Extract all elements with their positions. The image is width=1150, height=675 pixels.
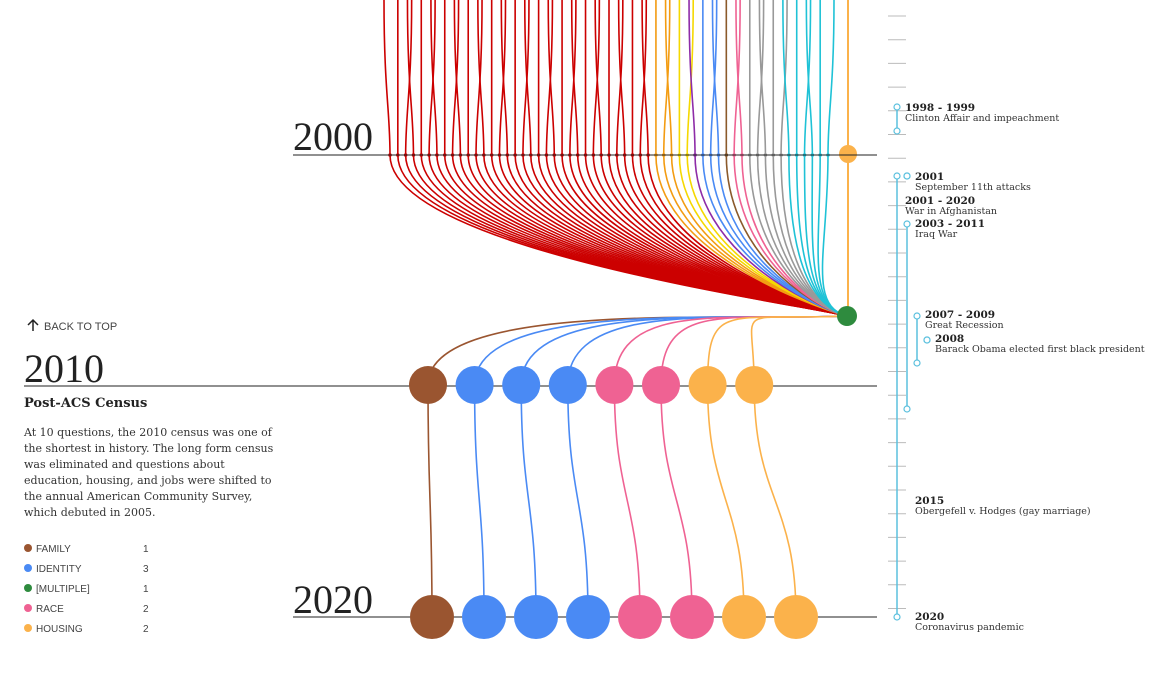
legend-swatch <box>24 584 32 592</box>
flow-line <box>567 384 589 618</box>
flow-line <box>427 315 848 386</box>
multiple-node <box>837 306 857 326</box>
timeline-years: 2020 <box>915 611 944 623</box>
flow-line <box>427 384 433 618</box>
legend-label: IDENTITY <box>36 564 82 575</box>
timeline-years: 2015 <box>915 495 944 507</box>
legend-swatch <box>24 564 32 572</box>
back-to-top[interactable]: BACK TO TOP <box>27 318 117 333</box>
flow-line <box>660 384 693 618</box>
legend-label: RACE <box>36 604 64 615</box>
question-circle <box>774 595 818 639</box>
legend-label: HOUSING <box>36 624 83 635</box>
timeline-dot <box>903 220 911 228</box>
timeline-event: Iraq War <box>915 229 958 240</box>
timeline-years: 2007 - 2009 <box>925 309 995 321</box>
timeline-dot <box>903 405 911 413</box>
legend: FAMILY 1 IDENTITY 3 [MULTIPLE] 1 RACE 2 HOUSING 2 <box>24 544 149 635</box>
legend-count: 2 <box>143 604 149 615</box>
timeline-dot <box>893 613 901 621</box>
timeline-dot <box>913 359 921 367</box>
question-circle <box>722 595 766 639</box>
legend-count: 1 <box>143 544 149 555</box>
legend-swatch <box>24 544 32 552</box>
question-circle <box>618 595 662 639</box>
question-circle <box>566 595 610 639</box>
question-circle <box>455 366 494 404</box>
legend-count: 2 <box>143 624 149 635</box>
node <box>839 145 857 163</box>
timeline-dot <box>913 312 921 320</box>
flow-line <box>753 384 797 618</box>
question-circles <box>409 306 857 639</box>
question-circle <box>514 595 558 639</box>
timeline-dot <box>923 336 931 344</box>
timeline-event: Obergefell v. Hodges (gay marriage) <box>915 506 1091 517</box>
question-circle <box>462 595 506 639</box>
question-circle <box>642 366 680 404</box>
flow-line <box>613 384 641 618</box>
back-to-top-link[interactable]: BACK TO TOP <box>44 321 117 333</box>
section-title: Post-ACS Census <box>24 396 148 411</box>
timeline-dot <box>903 172 911 180</box>
timeline-years: 2008 <box>935 333 964 345</box>
question-circle <box>735 366 774 404</box>
question-circle <box>688 366 727 404</box>
legend-swatch <box>24 604 32 612</box>
flow-line <box>473 384 485 618</box>
timeline-event: Barack Obama elected first black preside… <box>935 344 1145 355</box>
timeline-years: 2003 - 2011 <box>915 218 985 230</box>
timeline-event: Great Recession <box>925 320 1004 331</box>
timeline-event: September 11th attacks <box>915 182 1031 193</box>
timeline-dot <box>893 103 901 111</box>
legend-swatch <box>24 624 32 632</box>
section-text: Post-ACS Census At 10 questions, the 201… <box>24 396 279 521</box>
flow-line <box>750 315 848 386</box>
year-label: 2000 <box>293 114 373 159</box>
timeline-years: 1998 - 1999 <box>905 102 975 114</box>
timeline-event: Clinton Affair and impeachment <box>905 113 1059 124</box>
timeline-event: Coronavirus pandemic <box>915 622 1024 633</box>
flow-lines <box>383 0 857 618</box>
question-circle <box>595 366 634 404</box>
timeline-years: 2001 - 2020 <box>905 195 975 207</box>
timeline-dot <box>893 172 901 180</box>
flow-line <box>706 315 848 386</box>
flow-line <box>748 0 848 317</box>
question-circle <box>502 366 541 404</box>
legend-count: 3 <box>143 564 149 575</box>
legend-count: 1 <box>143 584 149 595</box>
question-circle <box>410 595 454 639</box>
timeline-dot <box>893 127 901 135</box>
year-label: 2020 <box>293 577 373 622</box>
question-circle <box>670 595 714 639</box>
flow-line <box>780 0 848 317</box>
question-circle <box>409 366 447 404</box>
flow-line <box>706 384 745 618</box>
flow-line <box>520 384 537 618</box>
legend-label: FAMILY <box>36 544 71 555</box>
legend-label: [MULTIPLE] <box>36 584 90 595</box>
timeline-event: War in Afghanistan <box>905 206 997 217</box>
year-label: 2010 <box>24 346 104 391</box>
section-body: At 10 questions, the 2010 census was one… <box>24 426 274 519</box>
timeline-years: 2001 <box>915 171 944 183</box>
question-circle <box>548 366 587 404</box>
